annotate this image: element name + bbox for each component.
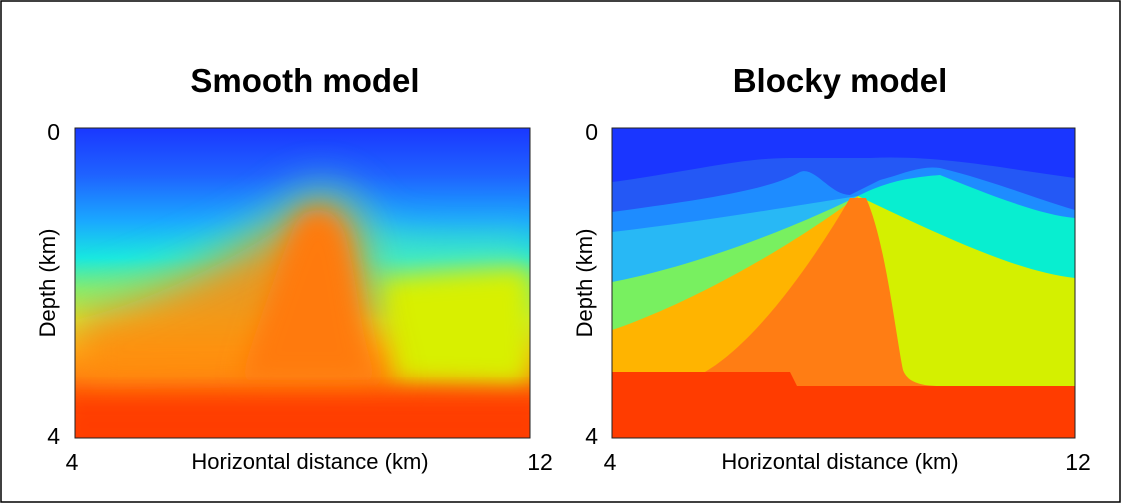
- x-tick-label: 4: [604, 449, 617, 475]
- panel-title: Smooth model: [190, 62, 419, 99]
- y-tick-label: 0: [585, 119, 598, 145]
- y-tick-label: 4: [585, 423, 598, 449]
- x-tick-label: 12: [527, 449, 553, 475]
- y-tick-label: 4: [47, 423, 60, 449]
- y-axis-label: Depth (km): [572, 229, 597, 338]
- x-tick-label: 4: [66, 449, 79, 475]
- y-tick-label: 0: [47, 119, 60, 145]
- plot-frame: [74, 127, 531, 439]
- smooth-model-image: [75, 128, 530, 438]
- plot-frame: [611, 127, 1076, 439]
- panel-title: Blocky model: [733, 62, 948, 99]
- x-tick-label: 12: [1065, 449, 1091, 475]
- x-axis-label: Horizontal distance (km): [191, 449, 428, 474]
- x-axis-label: Horizontal distance (km): [721, 449, 958, 474]
- y-axis-label: Depth (km): [35, 229, 60, 338]
- blocky-model-image: [612, 128, 1075, 438]
